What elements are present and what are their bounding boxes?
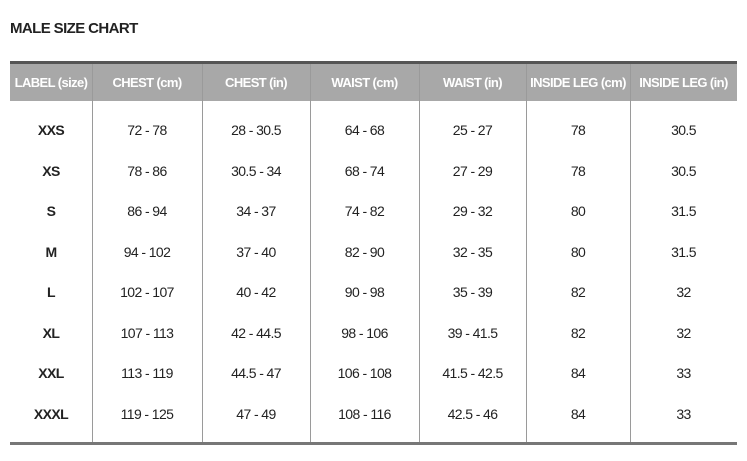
table-cell: 30.5 - 34 bbox=[231, 162, 281, 179]
table-cell: 47 - 49 bbox=[236, 405, 276, 422]
table-cell: 31.5 bbox=[671, 243, 696, 260]
table-cell: 90 - 98 bbox=[344, 284, 385, 301]
table-cell: 30.5 bbox=[671, 122, 696, 139]
column-header: LABEL (size) bbox=[14, 75, 88, 90]
table-cell: 34 - 37 bbox=[236, 203, 276, 220]
bottom-rule bbox=[10, 442, 737, 445]
header-band bbox=[10, 64, 737, 101]
column-header: WAIST (cm) bbox=[331, 75, 398, 90]
table-cell: 78 bbox=[570, 122, 586, 139]
table-cell: 40 - 42 bbox=[236, 284, 276, 301]
column-divider bbox=[310, 64, 311, 442]
table-cell: 80 bbox=[570, 203, 586, 220]
size-label: XS bbox=[42, 162, 60, 179]
table-cell: 33 bbox=[676, 365, 691, 382]
column-header: CHEST (in) bbox=[225, 75, 287, 90]
column-divider bbox=[92, 64, 93, 442]
table-cell: 82 bbox=[570, 324, 586, 341]
table-cell: 28 - 30.5 bbox=[231, 122, 281, 139]
table-cell: 78 - 86 bbox=[127, 162, 167, 179]
table-cell: 72 - 78 bbox=[127, 122, 167, 139]
column-header: CHEST (cm) bbox=[112, 75, 182, 90]
table-cell: 82 bbox=[570, 284, 586, 301]
table-cell: 102 - 107 bbox=[120, 284, 174, 301]
title: MALE SIZE CHART bbox=[10, 20, 138, 37]
table-cell: 80 bbox=[570, 243, 586, 260]
table-cell: 31.5 bbox=[671, 203, 696, 220]
table-cell: 39 - 41.5 bbox=[447, 324, 498, 341]
size-label: S bbox=[46, 203, 56, 220]
size-label: XXXL bbox=[33, 405, 69, 422]
table-cell: 35 - 39 bbox=[452, 284, 493, 301]
table-cell: 86 - 94 bbox=[127, 203, 167, 220]
table-cell: 119 - 125 bbox=[120, 405, 174, 422]
size-label: M bbox=[45, 243, 57, 260]
column-divider bbox=[526, 64, 527, 442]
column-header: INSIDE LEG (cm) bbox=[530, 75, 626, 90]
table-cell: 113 - 119 bbox=[121, 365, 173, 382]
table-cell: 107 - 113 bbox=[120, 324, 174, 341]
size-label: XL bbox=[42, 324, 60, 341]
table-cell: 78 bbox=[570, 162, 586, 179]
column-header: INSIDE LEG (in) bbox=[639, 75, 728, 90]
table-cell: 32 bbox=[676, 284, 691, 301]
table-cell: 42 - 44.5 bbox=[231, 324, 281, 341]
table-cell: 32 - 35 bbox=[452, 243, 493, 260]
table-cell: 25 - 27 bbox=[452, 122, 493, 139]
table-cell: 74 - 82 bbox=[344, 203, 385, 220]
table-cell: 37 - 40 bbox=[236, 243, 276, 260]
table-cell: 41.5 - 42.5 bbox=[442, 365, 503, 382]
table-cell: 108 - 116 bbox=[338, 405, 391, 422]
table-cell: 44.5 - 47 bbox=[231, 365, 281, 382]
column-divider bbox=[630, 64, 631, 442]
table-cell: 64 - 68 bbox=[344, 122, 385, 139]
table-cell: 84 bbox=[570, 365, 586, 382]
table-cell: 27 - 29 bbox=[452, 162, 493, 179]
column-header: WAIST (in) bbox=[443, 75, 503, 90]
size-label: XXL bbox=[38, 365, 64, 382]
table-cell: 68 - 74 bbox=[344, 162, 385, 179]
table-cell: 42.5 - 46 bbox=[447, 405, 498, 422]
top-rule bbox=[10, 61, 737, 64]
table-cell: 82 - 90 bbox=[344, 243, 385, 260]
table-cell: 84 bbox=[570, 405, 586, 422]
column-divider bbox=[202, 64, 203, 442]
table-cell: 30.5 bbox=[671, 162, 696, 179]
table-cell: 29 - 32 bbox=[452, 203, 493, 220]
table-cell: 106 - 108 bbox=[337, 365, 392, 382]
table-cell: 33 bbox=[676, 405, 691, 422]
size-label: XXS bbox=[37, 122, 65, 139]
column-divider bbox=[419, 64, 420, 442]
table-cell: 32 bbox=[676, 324, 691, 341]
table-cell: 98 - 106 bbox=[341, 324, 388, 341]
size-label: L bbox=[47, 284, 56, 301]
table-cell: 94 - 102 bbox=[123, 243, 171, 260]
